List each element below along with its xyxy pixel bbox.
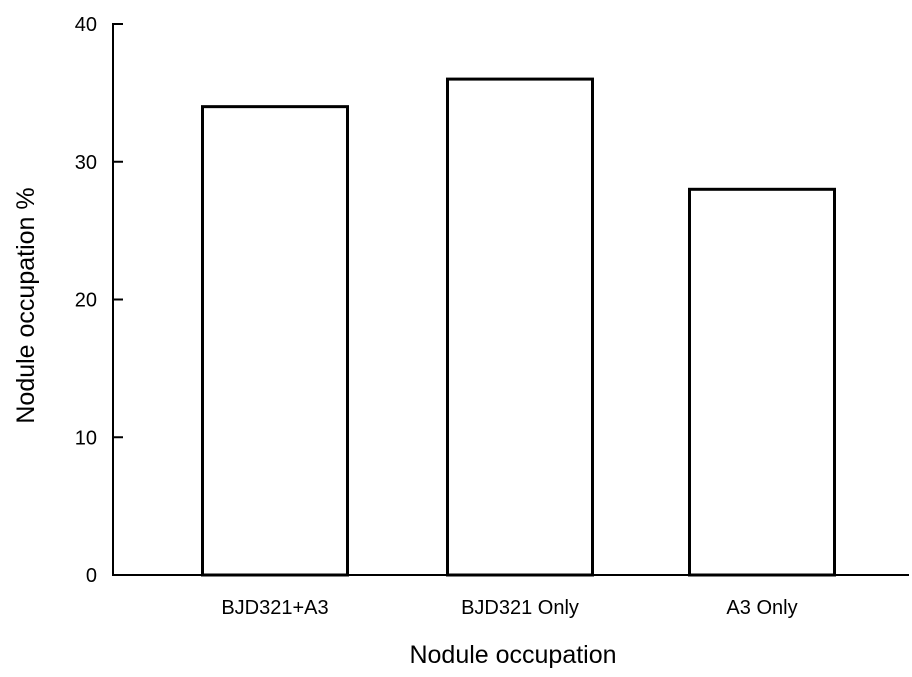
- y-tick-label-0: 0: [86, 565, 97, 587]
- bar-2: [688, 187, 836, 577]
- x-axis-title: Nodule occupation: [409, 641, 616, 669]
- x-ticks-layer: BJD321+A3 BJD321 Only A3 Only: [221, 597, 797, 619]
- y-tick-label-3: 30: [75, 152, 97, 174]
- bars-layer: [201, 77, 836, 577]
- bar-1: [446, 77, 594, 577]
- bar-0: [201, 105, 349, 577]
- y-tick-label-4: 40: [75, 14, 97, 36]
- y-tick-label-1: 10: [75, 427, 97, 449]
- y-tick-label-2: 20: [75, 290, 97, 312]
- x-tick-label-1: BJD321 Only: [461, 597, 579, 619]
- y-ticks-layer: 0 10 20 30 40: [75, 14, 123, 587]
- x-tick-label-2: A3 Only: [726, 597, 797, 619]
- x-tick-label-0: BJD321+A3: [221, 597, 328, 619]
- y-axis-title: Nodule occupation %: [12, 187, 40, 423]
